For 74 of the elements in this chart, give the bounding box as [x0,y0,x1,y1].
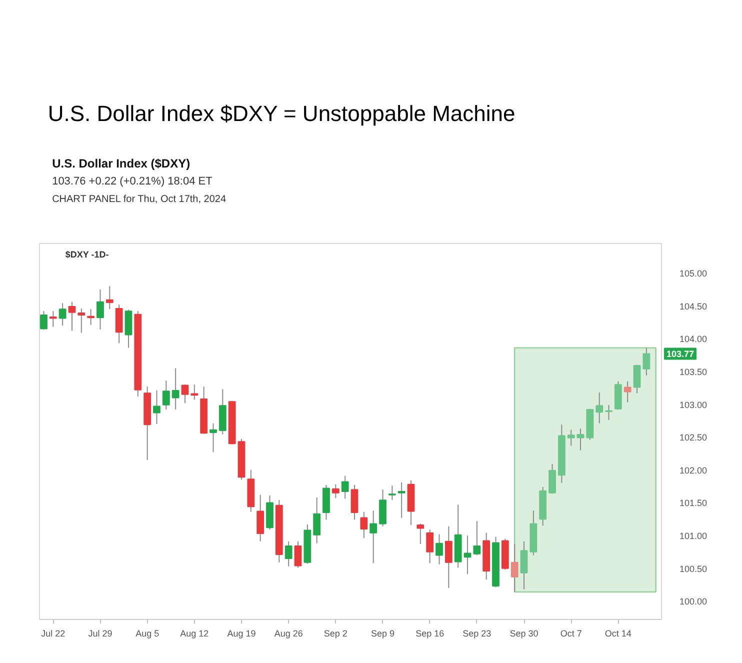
x-tick-label: Sep 2 [324,628,348,638]
candlestick [210,422,217,453]
candlestick [576,428,584,451]
candlestick [78,308,86,334]
candlestick [106,286,114,310]
candlestick [96,288,104,330]
y-tick-label: 105.00 [680,268,708,279]
y-tick-label: 102.00 [680,465,708,476]
x-tick-label: Aug 12 [180,628,209,638]
x-tick-label: Aug 19 [227,628,256,638]
candlestick [416,523,424,545]
candlestick [172,368,180,410]
x-tick-label: Aug 26 [274,628,303,638]
candlestick [642,347,650,376]
candlestick [124,309,132,348]
candlestick [350,484,358,520]
y-tick-label: 103.00 [680,400,708,410]
y-tick-label: 100.50 [680,564,708,574]
candlestick [49,310,57,328]
candlestick [473,520,481,556]
y-tick-label: 104.50 [680,301,708,312]
candlestick [68,301,76,332]
candlestick [605,404,612,421]
candlestick [567,429,575,446]
candlestick [256,494,264,542]
candlestick [464,535,472,575]
x-tick-label: Sep 9 [370,628,395,638]
candlestick [624,380,632,403]
y-tick-label: 101.50 [680,498,708,508]
candlestick [190,384,198,400]
x-tick-label: Oct 7 [560,628,582,638]
candlestick [162,380,170,410]
candlestick [596,392,604,424]
text: CHART PANEL for Thu, Oct 17th, 2024 [52,194,226,205]
chart-title: U.S. Dollar Index $DXY = Unstoppable Machine [48,101,516,126]
chart-subtitle: U.S. Dollar Index ($DXY) [52,156,190,170]
candlestick [510,544,518,592]
candlestick [548,463,556,494]
candlestick [426,529,434,564]
candlestick [153,390,160,424]
x-tick-label: Sep 30 [510,628,538,638]
candlestick [284,540,292,567]
y-tick-label: 102.50 [680,432,708,443]
y-tick-label: 103.50 [680,366,708,377]
annotation: $DXY -1D- [65,250,109,260]
candlestick [87,308,95,326]
y-tick-label: 100.00 [680,596,708,607]
candlestick [313,496,321,544]
candlestick [520,540,528,590]
x-tick-label: Jul 22 [41,628,66,638]
candlestick [115,304,123,344]
candlestick [398,482,406,518]
candlestick [341,475,349,500]
candlestick [40,310,48,330]
candlestick [388,485,396,501]
x-tick-label: Sep 16 [416,628,444,638]
annotation: 103.77 [666,349,694,360]
y-tick-label: 101.00 [680,531,708,542]
candlestick [58,302,66,326]
candlestick [332,484,340,499]
candlestick [181,384,189,404]
candlestick [444,526,452,589]
y-tick-label: 104.00 [680,334,708,344]
candlestick [370,510,378,564]
candlestick [379,489,386,527]
candlestick [633,364,641,394]
candlestick [436,534,443,565]
x-tick-label: Jul 29 [88,628,112,638]
text: 103.76 +0.22 (+0.21%) 18:04 ET [52,176,213,188]
x-tick-label: Aug 5 [136,628,160,638]
candlestick [294,540,302,568]
x-tick-label: Oct 14 [604,628,632,638]
x-tick-label: Sep 23 [462,628,492,638]
candlestick [360,511,368,539]
